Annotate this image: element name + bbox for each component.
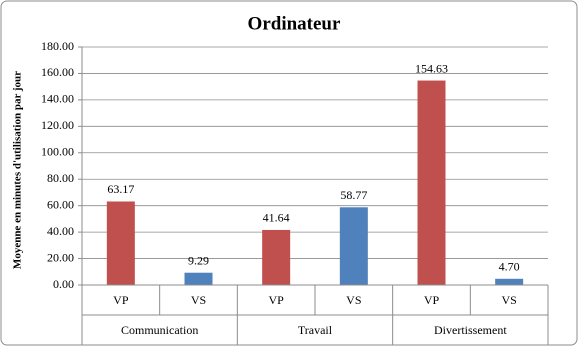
x-tick-label: VP	[113, 293, 129, 307]
bar	[262, 229, 291, 285]
data-label: 63.17	[107, 182, 134, 196]
x-tick-label: VS	[346, 293, 361, 307]
y-tick-label: 120.00	[41, 118, 74, 132]
chart-title: Ordinateur	[248, 13, 341, 34]
x-tick-label: VP	[268, 293, 284, 307]
group-label: Communication	[121, 323, 198, 337]
y-tick-label: 140.00	[41, 92, 74, 106]
y-tick-label: 60.00	[47, 197, 74, 211]
data-label: 58.77	[340, 188, 367, 202]
y-tick-label: 40.00	[47, 224, 74, 238]
bar	[184, 272, 213, 285]
x-tick-label: VP	[424, 293, 440, 307]
group-label: Travail	[298, 323, 333, 337]
y-tick-label: 180.00	[41, 39, 74, 53]
data-label: 4.70	[499, 260, 520, 274]
y-tick-label: 100.00	[41, 145, 74, 159]
group-label: Divertissement	[434, 323, 507, 337]
x-tick-label: VS	[191, 293, 206, 307]
y-tick-label: 160.00	[41, 65, 74, 79]
y-tick-label: 0.00	[53, 277, 74, 291]
data-label: 9.29	[188, 253, 209, 267]
y-tick-label: 80.00	[47, 171, 74, 185]
y-tick-label: 20.00	[47, 250, 74, 264]
y-axis-title: Moyenne en minutes d'utilisation par jou…	[12, 71, 24, 269]
bar	[495, 278, 524, 285]
bar	[339, 207, 368, 285]
data-label: 41.64	[263, 211, 290, 225]
x-tick-label: VS	[501, 293, 516, 307]
bar	[106, 201, 135, 285]
data-label: 154.63	[415, 61, 448, 75]
bar	[417, 80, 446, 286]
